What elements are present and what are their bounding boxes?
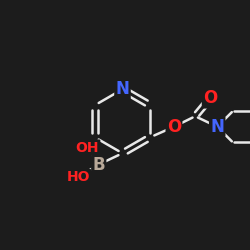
Text: OH: OH xyxy=(76,140,99,154)
Text: N: N xyxy=(116,80,130,98)
Text: O: O xyxy=(167,118,181,136)
Text: B: B xyxy=(92,156,105,174)
Text: O: O xyxy=(203,89,217,107)
Text: N: N xyxy=(210,118,224,136)
Text: HO: HO xyxy=(66,170,90,184)
